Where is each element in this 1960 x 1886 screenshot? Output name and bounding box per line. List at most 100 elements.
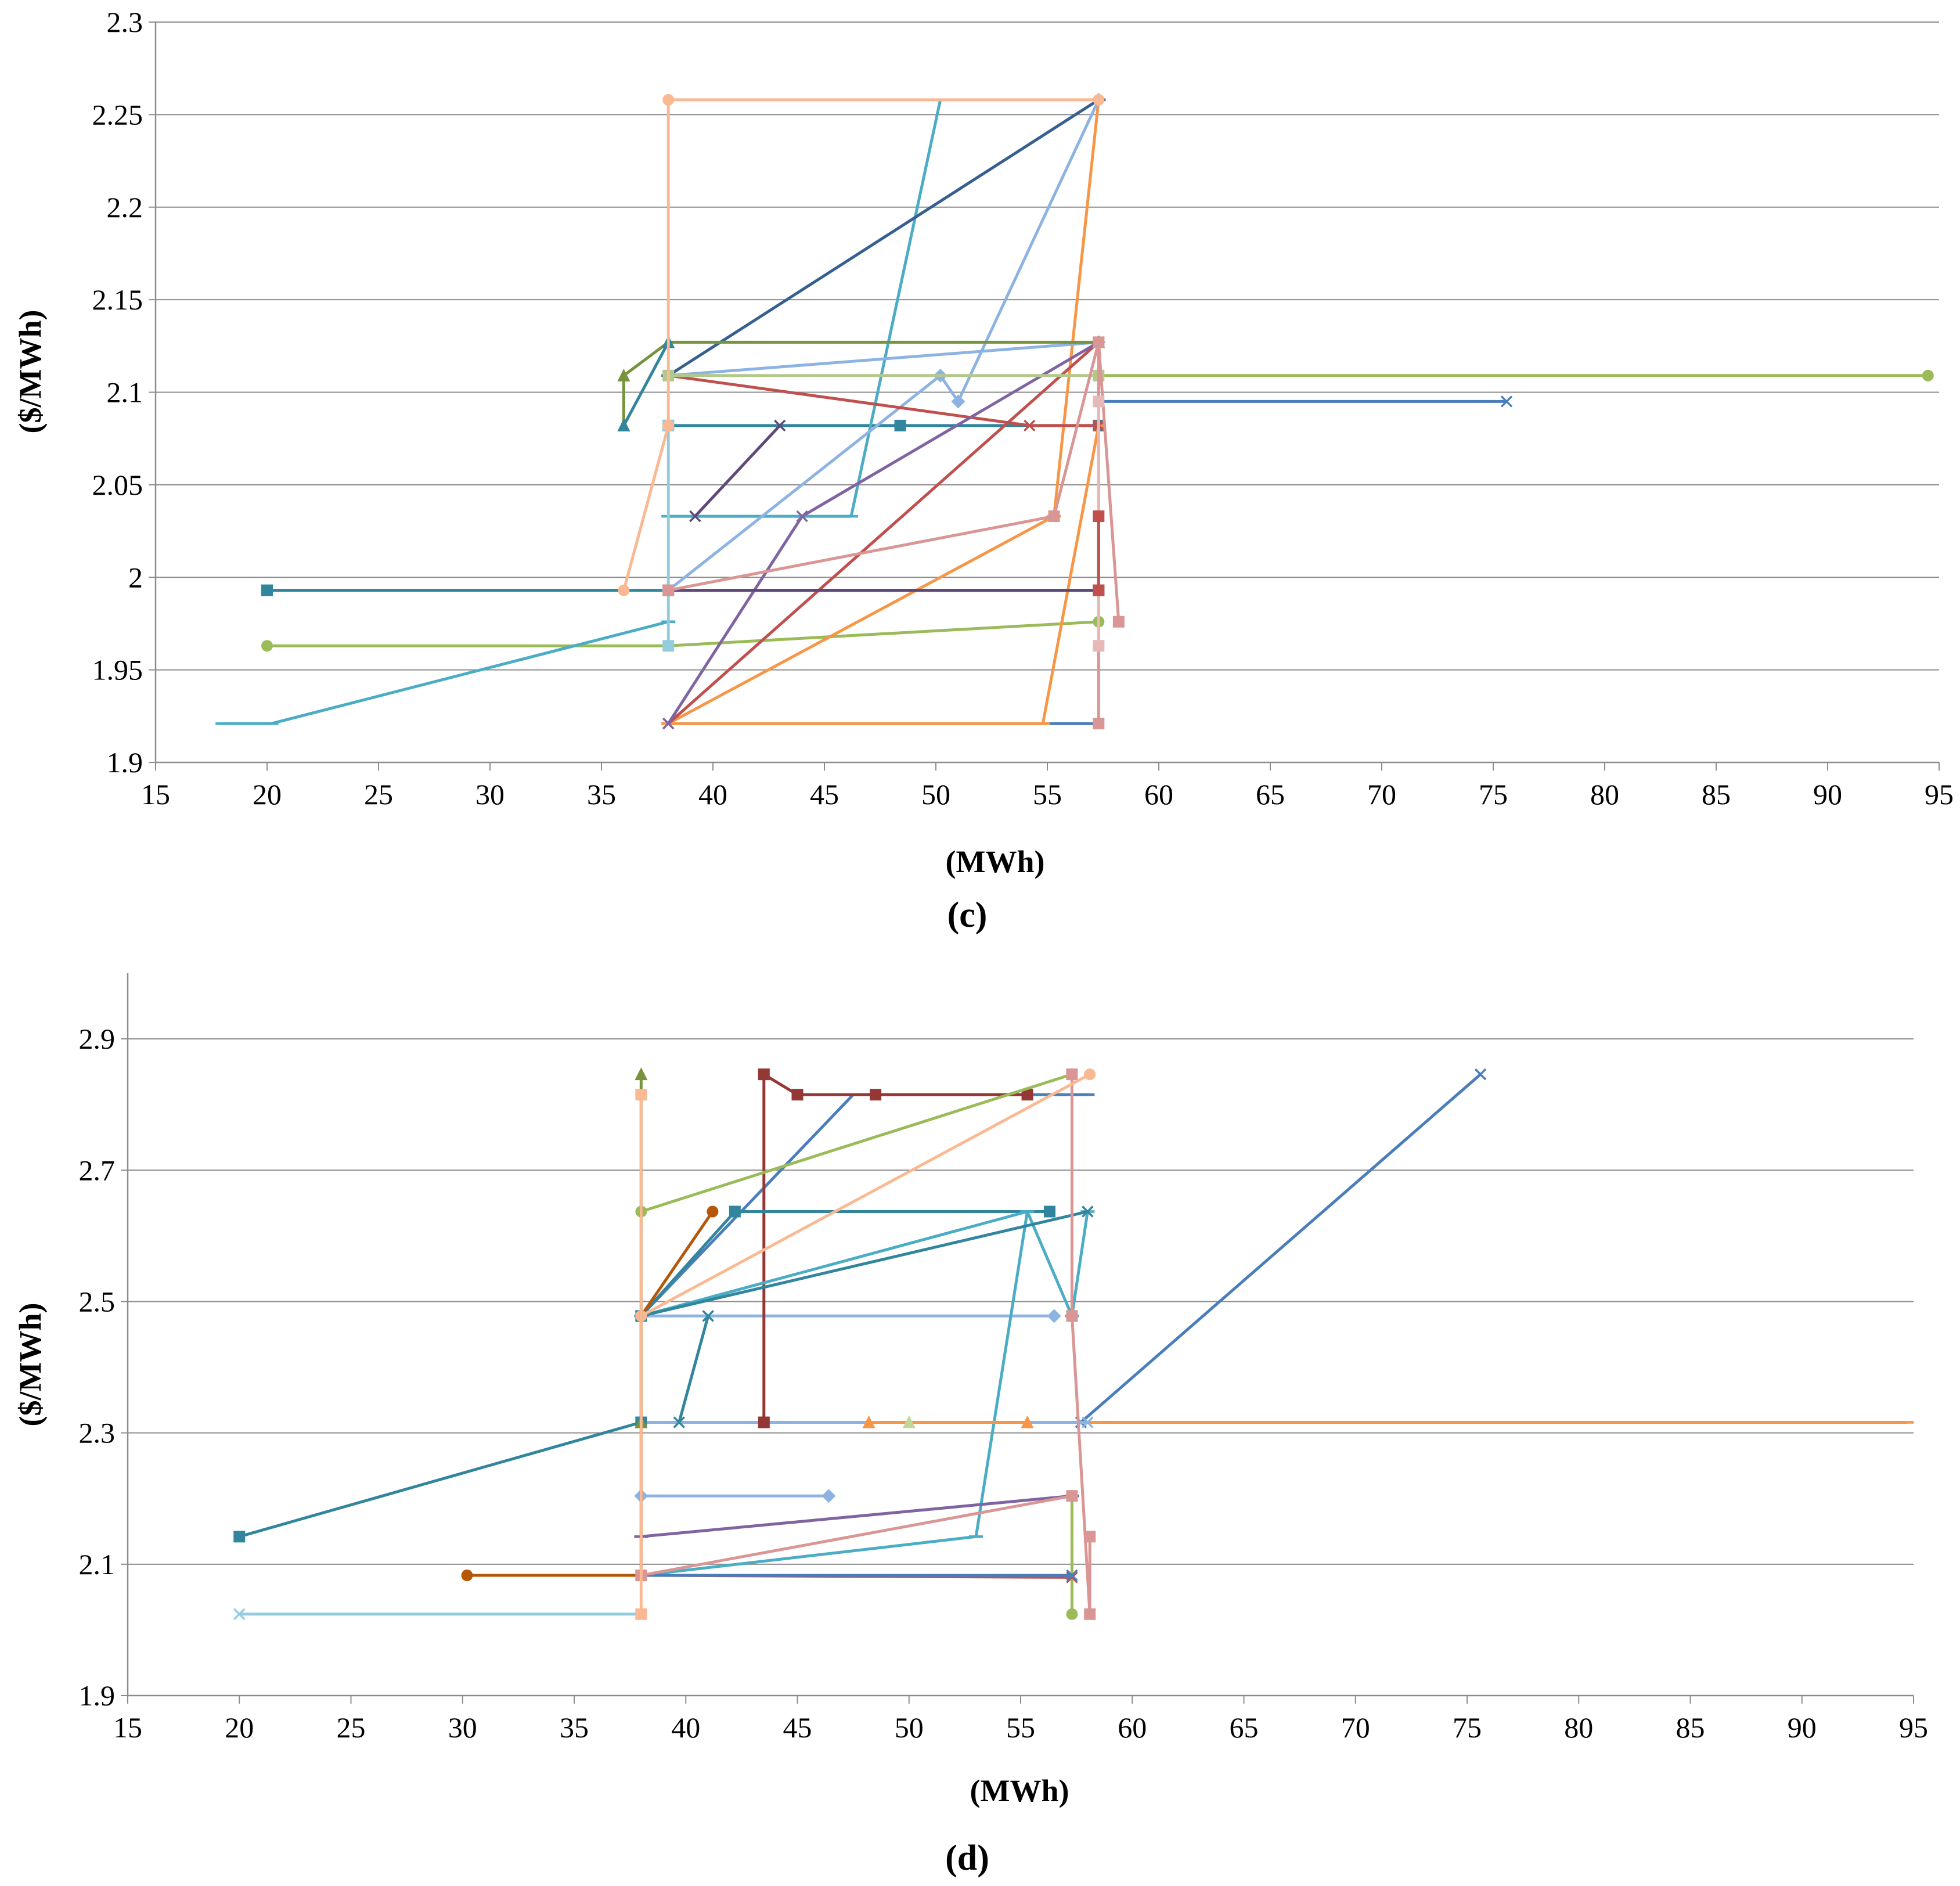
data-point-c-s16-1	[796, 510, 808, 523]
x-tick-label-d-8: 55	[1006, 1711, 1035, 1744]
series-c-s20	[617, 335, 675, 431]
series-line-c-s13	[666, 98, 1100, 377]
series-line-d-t15	[639, 1210, 1089, 1318]
x-tick-label-d-13: 80	[1564, 1711, 1593, 1744]
data-point-d-t22-2	[1084, 1608, 1096, 1620]
data-point-d-t23-1	[1084, 1068, 1096, 1081]
series-d-t26	[902, 1415, 916, 1428]
x-tick-label-c-6: 45	[810, 778, 839, 811]
x-axis-title-d: (MWh)	[970, 1773, 1069, 1808]
data-point-d-t22-1	[1066, 1310, 1078, 1322]
series-line-d-t14	[465, 1210, 714, 1577]
data-point-d-t21-1	[1066, 1490, 1078, 1502]
data-point-d-t11-1	[729, 1205, 741, 1218]
series-d-t20	[634, 1494, 1079, 1538]
data-point-d-t22-0	[1066, 1068, 1078, 1081]
data-point-d-t7-1	[758, 1068, 770, 1081]
series-c-s3	[1093, 369, 1934, 381]
data-point-d-t14-0	[461, 1570, 473, 1582]
x-tick-label-d-15: 90	[1788, 1711, 1817, 1744]
series-line-c-s23	[622, 98, 1100, 592]
y-tick-label-c-2: 2	[128, 561, 143, 593]
plot-area-d: 1.9 2.1 2.3 2.5 2.7 2.9 15 20 25 30 35 40 45 50 55 60 65…	[79, 973, 1928, 1744]
series-d-t14	[461, 1205, 719, 1582]
series-d-t1	[1075, 1068, 1487, 1428]
data-point-c-s5-0	[261, 584, 273, 596]
series-line-d-t12	[639, 1210, 1089, 1318]
x-tick-label-c-16: 95	[1925, 778, 1954, 811]
y-tick-label-d-5: 2.9	[79, 1023, 116, 1055]
series-line-c-s7	[221, 620, 670, 725]
series-d-t23	[635, 1068, 1096, 1322]
series-d-t4	[634, 1309, 1061, 1323]
data-point-d-t6-1	[1082, 1416, 1094, 1428]
data-point-d-t10-0	[233, 1531, 246, 1543]
series-c-s2	[1093, 395, 1513, 408]
data-point-d-t27-1	[635, 1089, 647, 1101]
series-line-c-s9	[666, 424, 1100, 725]
data-point-c-s3-1	[1922, 369, 1934, 381]
series-line-d-t21	[639, 1494, 1073, 1577]
data-point-c-s27-0	[1093, 510, 1105, 523]
x-tick-label-c-2: 25	[364, 778, 393, 811]
x-tick-label-d-1: 20	[225, 1711, 254, 1744]
data-point-c-s11-2	[951, 394, 965, 409]
series-line-d-t2	[639, 1093, 1089, 1318]
series-d-t25	[862, 1415, 1034, 1428]
series-line-d-t20	[639, 1494, 1073, 1538]
chart-d: 1.9 2.1 2.3 2.5 2.7 2.9 15 20 25 30 35 40 45 50 55 60 65…	[13, 973, 1928, 1878]
data-point-c-s14-1	[1024, 419, 1036, 432]
series-line-d-t16	[678, 1314, 710, 1424]
data-point-d-t19-1	[1066, 1569, 1078, 1582]
data-point-d-t7-2	[791, 1089, 804, 1101]
x-tick-label-d-9: 60	[1118, 1711, 1147, 1744]
x-tick-label-d-5: 40	[671, 1711, 700, 1744]
x-tick-label-d-4: 35	[560, 1711, 589, 1744]
series-c-s17	[662, 584, 1105, 596]
data-point-c-s24-1	[1048, 510, 1060, 523]
data-point-d-t17-0	[233, 1608, 246, 1621]
series-line-d-t22	[1070, 1072, 1091, 1616]
data-point-d-t1-1	[1474, 1068, 1487, 1081]
data-point-d-t15-1	[1082, 1205, 1094, 1218]
panel-label-c: (c)	[947, 895, 988, 935]
x-tick-label-c-5: 40	[698, 778, 727, 811]
data-point-d-t7-0	[758, 1416, 770, 1428]
x-tick-label-c-4: 35	[587, 778, 616, 811]
y-tick-label-d-1: 2.1	[79, 1548, 116, 1581]
series-line-c-s19	[622, 340, 1100, 427]
series-d-t10	[233, 1416, 647, 1543]
y-tick-label-c-1: 1.95	[92, 654, 143, 686]
y-tick-label-d-2: 2.3	[79, 1417, 116, 1449]
x-tick-label-d-3: 30	[448, 1711, 477, 1744]
series-line-d-t13	[639, 1210, 1029, 1577]
data-point-d-t22-3	[1084, 1531, 1096, 1543]
series-c-s22	[662, 419, 675, 652]
data-point-d-t27-0	[635, 1608, 647, 1620]
series-line-c-s10	[666, 98, 1100, 725]
series-line-c-s12	[666, 340, 1100, 377]
series-c-s27	[1093, 510, 1105, 596]
x-tick-label-d-7: 50	[895, 1711, 924, 1744]
data-point-d-t14-3	[707, 1205, 719, 1218]
data-point-c-s24-0	[662, 584, 675, 596]
series-d-t9	[1066, 1490, 1078, 1620]
y-tick-label-c-7: 2.25	[92, 98, 143, 131]
data-point-d-t25-1	[1021, 1415, 1034, 1428]
series-d-t8	[635, 1068, 1078, 1218]
x-tick-label-d-11: 70	[1341, 1711, 1370, 1744]
chart-c: 1.9 1.95 2 2.05 2.1 2.15 2.2 2.25 2.3 15 20 25 30 35 4…	[13, 6, 1954, 935]
series-c-s11	[661, 92, 1106, 598]
y-tick-label-d-4: 2.7	[79, 1154, 116, 1186]
data-point-c-s19-1	[617, 368, 630, 381]
data-point-c-s20-0	[617, 418, 630, 431]
data-point-d-t4-1	[1047, 1309, 1061, 1323]
y-tick-label-c-0: 1.9	[107, 746, 143, 779]
series-line-d-t8	[639, 1072, 1073, 1213]
series-c-s13	[661, 98, 1106, 377]
series-line-d-t1	[1079, 1072, 1482, 1424]
x-tick-label-d-6: 45	[783, 1711, 812, 1744]
x-tick-label-c-12: 75	[1479, 778, 1508, 811]
